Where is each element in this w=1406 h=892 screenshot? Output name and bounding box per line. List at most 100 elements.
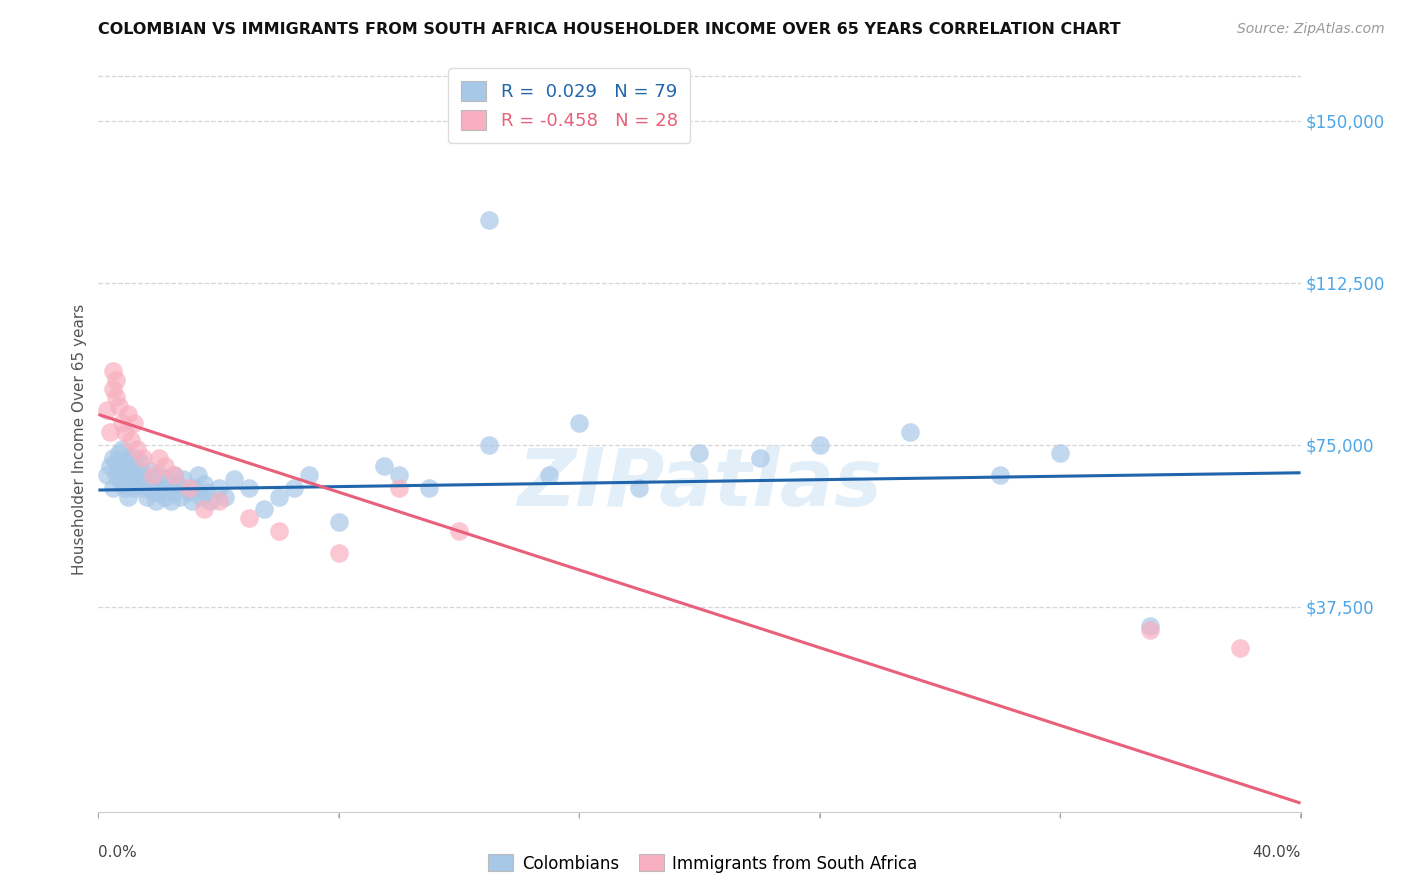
Point	[141, 485, 163, 500]
Point	[214, 490, 236, 504]
Point	[105, 455, 128, 469]
Point	[418, 481, 440, 495]
Point	[328, 546, 350, 560]
Point	[988, 467, 1011, 482]
Point	[124, 416, 146, 430]
Point	[135, 490, 157, 504]
Point	[568, 416, 591, 430]
Point	[96, 403, 118, 417]
Point	[328, 516, 350, 530]
Point	[166, 476, 188, 491]
Point	[169, 490, 191, 504]
Point	[628, 481, 651, 495]
Point	[121, 434, 143, 448]
Point	[103, 364, 125, 378]
Point	[103, 450, 125, 465]
Text: COLOMBIAN VS IMMIGRANTS FROM SOUTH AFRICA HOUSEHOLDER INCOME OVER 65 YEARS CORRE: COLOMBIAN VS IMMIGRANTS FROM SOUTH AFRIC…	[98, 22, 1121, 37]
Point	[193, 502, 215, 516]
Point	[135, 472, 157, 486]
Text: 40.0%: 40.0%	[1253, 846, 1301, 860]
Point	[198, 493, 221, 508]
Point	[238, 481, 260, 495]
Point	[114, 481, 136, 495]
Point	[100, 459, 122, 474]
Point	[148, 467, 170, 482]
Point	[478, 438, 501, 452]
Point	[129, 472, 152, 486]
Point	[103, 382, 125, 396]
Point	[153, 490, 176, 504]
Point	[208, 493, 231, 508]
Point	[153, 472, 176, 486]
Point	[111, 476, 134, 491]
Point	[117, 450, 139, 465]
Point	[808, 438, 831, 452]
Point	[121, 472, 143, 486]
Point	[129, 455, 152, 469]
Point	[114, 455, 136, 469]
Point	[898, 425, 921, 439]
Point	[141, 472, 163, 486]
Point	[124, 481, 146, 495]
Point	[267, 490, 290, 504]
Point	[208, 481, 231, 495]
Point	[283, 481, 305, 495]
Text: 0.0%: 0.0%	[98, 846, 138, 860]
Point	[150, 481, 173, 495]
Point	[111, 442, 134, 456]
Point	[117, 467, 139, 482]
Point	[105, 390, 128, 404]
Point	[478, 213, 501, 227]
Point	[121, 459, 143, 474]
Point	[162, 485, 184, 500]
Point	[132, 450, 155, 465]
Legend: Colombians, Immigrants from South Africa: Colombians, Immigrants from South Africa	[482, 847, 924, 880]
Point	[190, 490, 212, 504]
Point	[148, 485, 170, 500]
Point	[148, 450, 170, 465]
Point	[267, 524, 290, 538]
Point	[172, 472, 194, 486]
Point	[138, 464, 160, 478]
Point	[177, 485, 200, 500]
Point	[159, 493, 181, 508]
Point	[103, 481, 125, 495]
Point	[114, 425, 136, 439]
Text: ZIPatlas: ZIPatlas	[517, 445, 882, 523]
Point	[388, 467, 411, 482]
Point	[145, 476, 167, 491]
Point	[156, 481, 179, 495]
Y-axis label: Householder Income Over 65 years: Householder Income Over 65 years	[72, 303, 87, 575]
Point	[187, 467, 209, 482]
Point	[111, 459, 134, 474]
Point	[1229, 640, 1251, 655]
Point	[108, 446, 131, 460]
Point	[162, 467, 184, 482]
Point	[373, 459, 395, 474]
Point	[100, 425, 122, 439]
Point	[108, 399, 131, 413]
Point	[105, 373, 128, 387]
Point	[124, 467, 146, 482]
Point	[124, 450, 146, 465]
Point	[1139, 624, 1161, 638]
Point	[117, 408, 139, 422]
Point	[117, 490, 139, 504]
Point	[253, 502, 276, 516]
Point	[108, 464, 131, 478]
Point	[132, 481, 155, 495]
Point	[127, 464, 149, 478]
Point	[138, 481, 160, 495]
Legend: R =  0.029   N = 79, R = -0.458   N = 28: R = 0.029 N = 79, R = -0.458 N = 28	[449, 69, 690, 143]
Point	[748, 450, 770, 465]
Point	[177, 481, 200, 495]
Point	[447, 524, 470, 538]
Point	[388, 481, 411, 495]
Point	[689, 446, 711, 460]
Point	[141, 467, 163, 482]
Point	[127, 476, 149, 491]
Point	[96, 467, 118, 482]
Point	[1139, 619, 1161, 633]
Point	[538, 467, 561, 482]
Point	[298, 467, 321, 482]
